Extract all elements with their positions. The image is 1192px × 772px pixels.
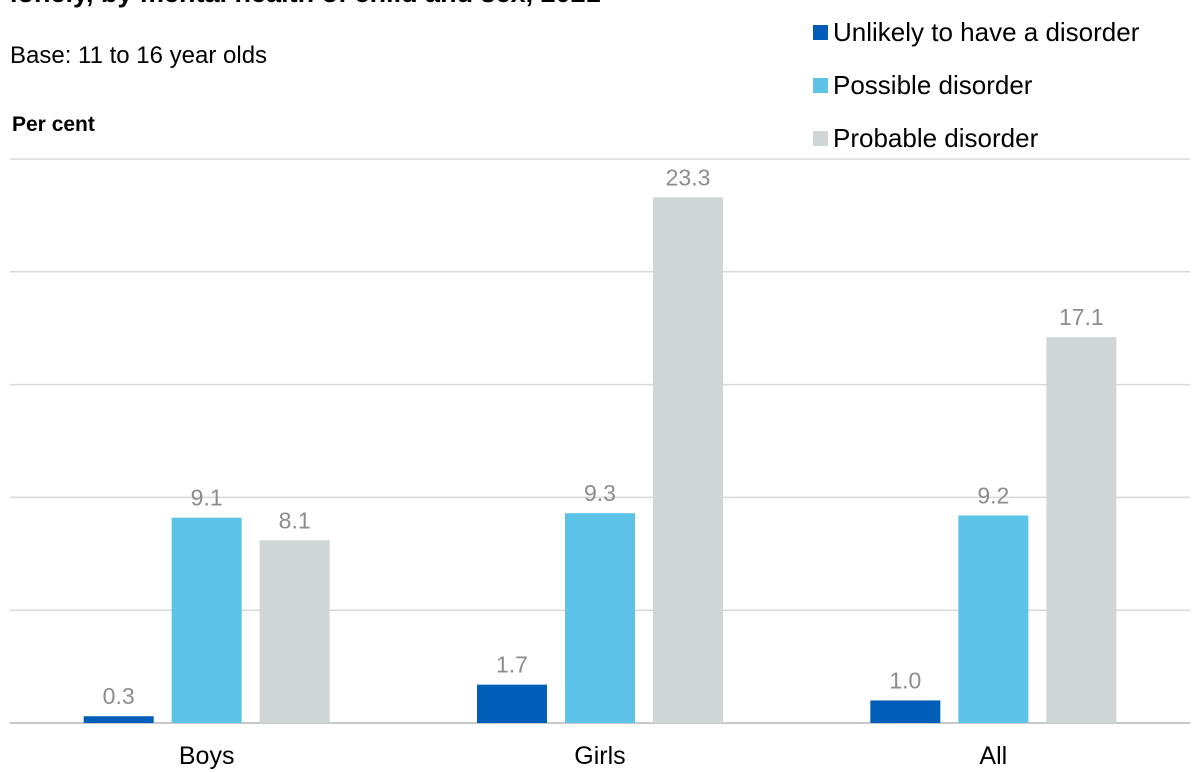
bar [260,540,330,723]
data-label: 1.7 [496,652,528,678]
data-label: 9.1 [191,485,223,511]
data-label: 17.1 [1059,304,1104,330]
bar [565,513,635,723]
bar [477,685,547,723]
data-label: 1.0 [889,667,921,693]
data-label: 0.3 [103,683,135,709]
data-label: 9.2 [977,482,1009,508]
bar [84,716,154,723]
data-label: 9.3 [584,480,616,506]
x-tick-label: All [979,742,1007,770]
bar [1046,337,1116,723]
bar [870,700,940,723]
bar [172,518,242,723]
x-tick-label: Boys [179,742,235,770]
bar [653,197,723,723]
data-label: 8.1 [279,507,311,533]
data-label: 23.3 [666,164,711,190]
bar [958,515,1028,723]
x-tick-label: Girls [574,742,625,770]
